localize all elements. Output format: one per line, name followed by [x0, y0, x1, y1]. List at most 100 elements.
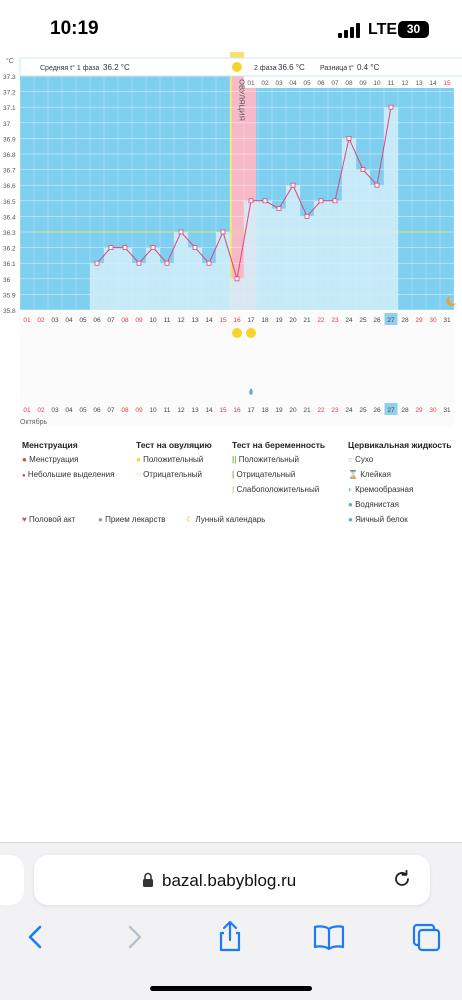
temperature-bar-fill — [188, 247, 202, 310]
bookmarks-icon[interactable] — [311, 919, 347, 955]
cycle-day-label: 11 — [388, 80, 395, 87]
phase2-value: 36.6 °C — [278, 63, 305, 72]
reload-icon[interactable] — [392, 869, 412, 889]
date-label-bottom: 03 — [51, 407, 59, 414]
forward-icon[interactable] — [116, 919, 152, 955]
date-label-bottom: 18 — [261, 407, 269, 414]
date-label-bottom: 13 — [191, 407, 199, 414]
cycle-day-label: 10 — [373, 80, 381, 87]
temperature-bar-fill — [244, 200, 258, 310]
temperature-point[interactable] — [108, 245, 114, 251]
temperature-point[interactable] — [262, 198, 268, 204]
url-text[interactable]: bazal.babyblog.ru — [162, 871, 297, 890]
temperature-line — [96, 107, 392, 279]
temperature-point[interactable] — [178, 229, 184, 235]
temperature-point[interactable] — [318, 198, 324, 204]
temperature-point[interactable] — [164, 260, 170, 266]
legend-item: | Отрицательный — [232, 470, 296, 479]
date-label-bottom: 20 — [289, 407, 297, 414]
browser-toolbar: bazal.babyblog.ru — [0, 842, 462, 1000]
date-label-top: 24 — [345, 317, 353, 324]
temperature-point[interactable] — [332, 198, 338, 204]
address-bar[interactable] — [34, 855, 430, 905]
temperature-bar-fill — [216, 232, 230, 310]
y-tick-label: 35.9 — [3, 292, 16, 299]
temperature-point[interactable] — [360, 167, 366, 172]
temperature-point[interactable] — [304, 213, 310, 219]
date-label-bottom: 07 — [107, 407, 115, 414]
y-tick-label: 36.4 — [3, 214, 16, 221]
date-label-bottom: 02 — [37, 407, 45, 414]
temperature-point[interactable] — [290, 182, 296, 188]
unit-label: °C — [6, 57, 14, 65]
cycle-day-label: 07 — [331, 80, 339, 87]
temperature-bar-fill — [300, 216, 314, 310]
temperature-bar-fill — [202, 263, 216, 310]
date-label-bottom: 29 — [415, 407, 423, 414]
y-tick-label: 36.5 — [3, 199, 16, 206]
date-label-bottom: 08 — [121, 407, 129, 414]
carrier-label: LTE — [368, 21, 398, 38]
date-label-top: 23 — [331, 317, 339, 324]
y-tick-label: 36.6 — [3, 183, 16, 190]
temperature-point[interactable] — [388, 104, 394, 110]
cycle-day-label: 15 — [443, 80, 451, 87]
temperature-bar-fill — [328, 200, 342, 310]
temperature-point[interactable] — [346, 136, 352, 141]
date-label-bottom: 04 — [65, 407, 73, 414]
date-label-top: 31 — [443, 317, 451, 324]
legend-ovulation-title: Тест на овуляцию — [136, 440, 212, 450]
temperature-point[interactable] — [374, 182, 380, 188]
temperature-point[interactable] — [248, 198, 254, 204]
diff-value: 0.4 °C — [357, 63, 380, 72]
temperature-point[interactable] — [276, 206, 282, 212]
temperature-bar-fill — [258, 200, 272, 310]
date-label-top: 01 — [23, 317, 31, 324]
date-label-top: 03 — [51, 317, 59, 324]
today-highlight — [384, 313, 398, 325]
date-label-top: 02 — [37, 317, 45, 324]
legend-item: ♥ Половой акт — [22, 515, 76, 524]
temperature-bar-fill — [146, 247, 160, 310]
y-tick-label: 36.8 — [3, 152, 16, 159]
y-tick-label: 36.2 — [3, 246, 16, 253]
ovulation-label: ОВУЛЯЦИЯ — [238, 79, 247, 121]
temperature-point[interactable] — [150, 245, 156, 251]
temperature-point[interactable] — [94, 260, 100, 266]
y-tick-label: 37.1 — [3, 105, 16, 112]
y-tick-label: 37.3 — [3, 74, 16, 81]
legend-item: ● Небольшие выделения — [22, 470, 115, 479]
date-label-bottom: 16 — [233, 407, 241, 414]
date-label-bottom: 21 — [303, 407, 311, 414]
phase1-label: Средняя t° 1 фаза — [40, 64, 99, 72]
temperature-point[interactable] — [234, 276, 240, 282]
date-label-bottom: 12 — [177, 407, 185, 414]
legend-item: ● Положительный — [136, 455, 204, 464]
y-tick-label: 36 — [3, 277, 11, 284]
legend-item: ● Менструация — [22, 455, 79, 464]
date-label-top: 26 — [373, 317, 381, 324]
back-icon[interactable] — [18, 919, 54, 955]
cycle-day-label: 05 — [303, 80, 311, 87]
date-label-top: 19 — [275, 317, 283, 324]
temperature-point[interactable] — [192, 245, 198, 251]
date-label-top: 29 — [415, 317, 423, 324]
share-icon[interactable] — [212, 919, 248, 955]
date-label-bottom: 30 — [429, 407, 437, 414]
date-label-top: 27 — [387, 317, 395, 324]
date-label-top: 11 — [164, 317, 171, 324]
tabs-icon[interactable] — [408, 919, 444, 955]
temperature-point[interactable] — [136, 260, 142, 266]
temperature-point[interactable] — [206, 260, 212, 266]
temperature-bar-fill — [132, 263, 146, 310]
temperature-point[interactable] — [122, 245, 128, 251]
temperature-point[interactable] — [220, 229, 226, 235]
legend-item: || Положительный — [232, 455, 299, 464]
today-highlight — [384, 403, 398, 415]
temperature-bar-fill — [370, 185, 384, 310]
previous-tab-pill[interactable] — [0, 855, 24, 905]
legend-pregnancy-title: Тест на беременность — [232, 440, 326, 450]
temperature-bar-fill — [356, 169, 370, 310]
chart-fill — [90, 107, 398, 310]
